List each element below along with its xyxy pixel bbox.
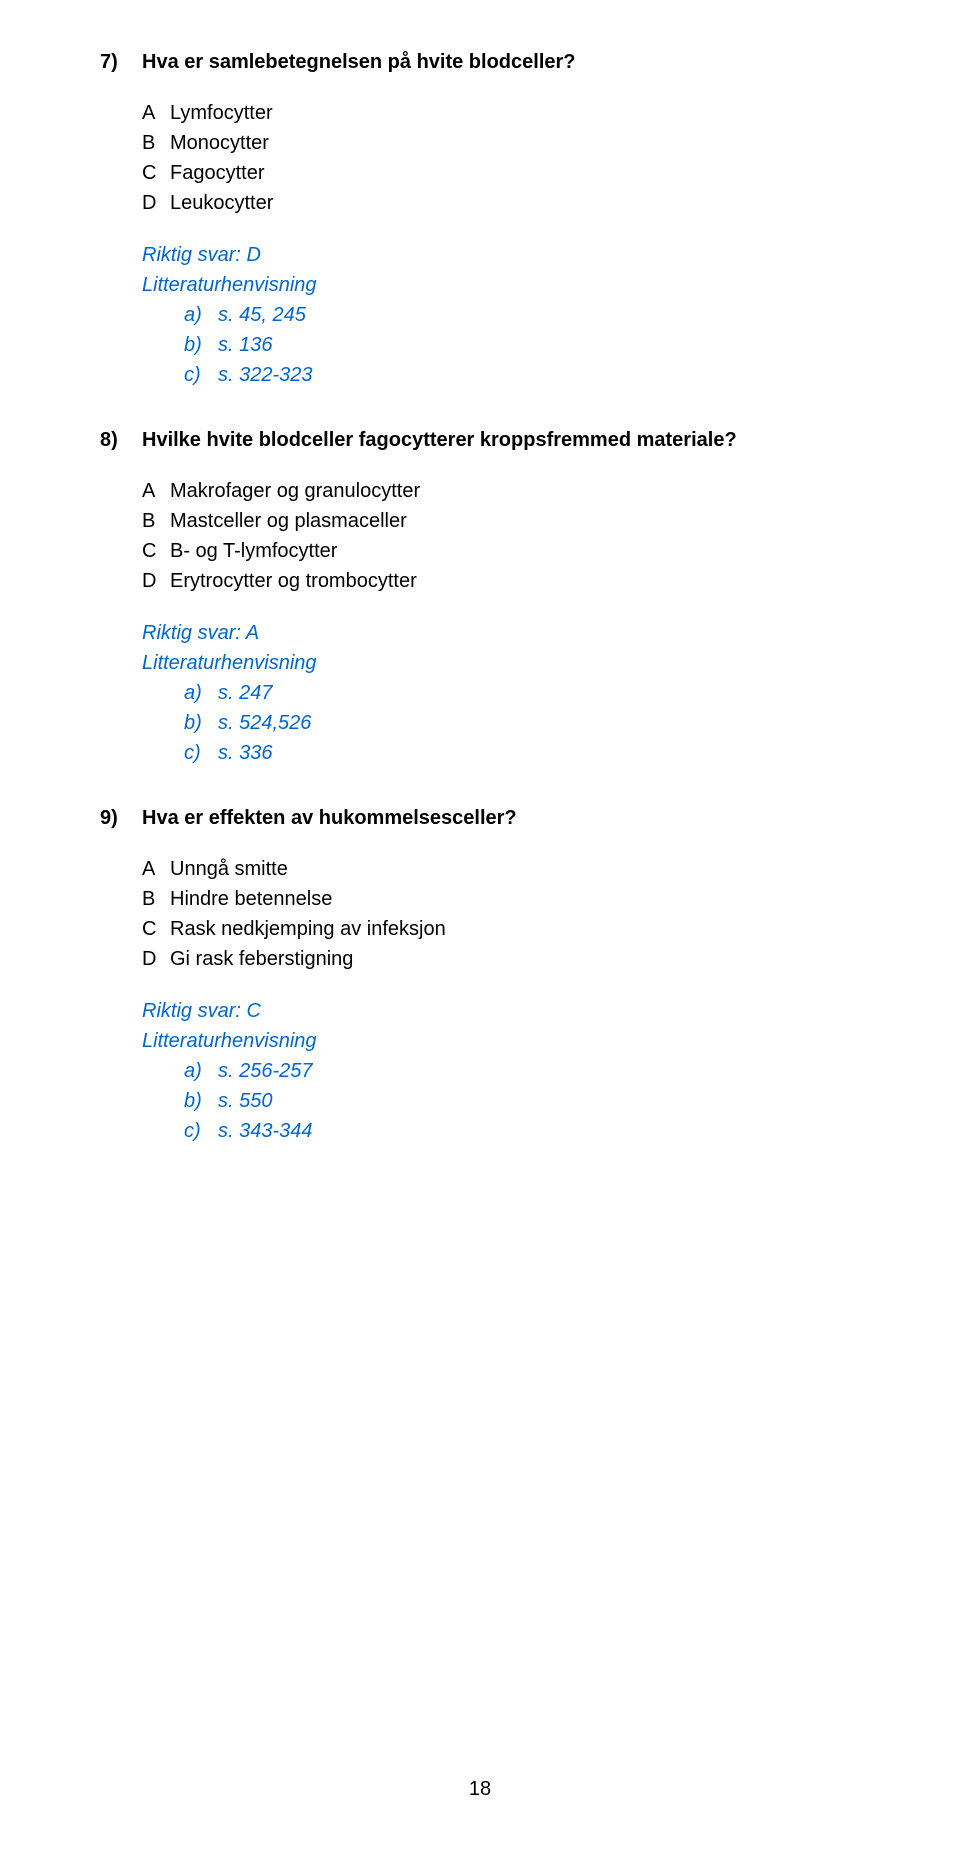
reference-item: a) s. 45, 245 [184, 300, 860, 330]
option-letter: B [142, 506, 170, 536]
option-letter: D [142, 944, 170, 974]
correct-answer: Riktig svar: C [142, 996, 860, 1026]
option: B Monocytter [142, 128, 860, 158]
reference-list: a) s. 45, 245 b) s. 136 c) s. 322-323 [184, 300, 860, 390]
option-text: Hindre betennelse [170, 884, 860, 914]
reference-letter: a) [184, 1056, 218, 1086]
reference-letter: a) [184, 678, 218, 708]
reference-text: s. 256-257 [218, 1056, 860, 1086]
option-letter: A [142, 98, 170, 128]
reference-item: c) s. 322-323 [184, 360, 860, 390]
option: B Hindre betennelse [142, 884, 860, 914]
option-letter: B [142, 884, 170, 914]
option: A Makrofager og granulocytter [142, 476, 860, 506]
reference-text: s. 550 [218, 1086, 860, 1116]
question-text: Hva er effekten av hukommelsesceller? [142, 804, 860, 832]
option-text: Erytrocytter og trombocytter [170, 566, 860, 596]
reference-item: c) s. 336 [184, 738, 860, 768]
option: B Mastceller og plasmaceller [142, 506, 860, 536]
option-text: Gi rask feberstigning [170, 944, 860, 974]
reference-item: b) s. 550 [184, 1086, 860, 1116]
reference-letter: b) [184, 1086, 218, 1116]
question-text: Hvilke hvite blodceller fagocytterer kro… [142, 426, 860, 454]
option: D Erytrocytter og trombocytter [142, 566, 860, 596]
correct-answer: Riktig svar: D [142, 240, 860, 270]
question-block: 9) Hva er effekten av hukommelsesceller?… [100, 804, 860, 1146]
reference-letter: b) [184, 330, 218, 360]
option-letter: A [142, 476, 170, 506]
option-letter: C [142, 158, 170, 188]
option-text: Fagocytter [170, 158, 860, 188]
question-number: 8) [100, 426, 142, 454]
option-text: Mastceller og plasmaceller [170, 506, 860, 536]
options-list: A Makrofager og granulocytter B Mastcell… [142, 476, 860, 596]
question-text: Hva er samlebetegnelsen på hvite blodcel… [142, 48, 860, 76]
option-text: Lymfocytter [170, 98, 860, 128]
question-block: 8) Hvilke hvite blodceller fagocytterer … [100, 426, 860, 768]
option: A Lymfocytter [142, 98, 860, 128]
option-letter: C [142, 536, 170, 566]
correct-answer: Riktig svar: A [142, 618, 860, 648]
reference-letter: c) [184, 360, 218, 390]
option-letter: A [142, 854, 170, 884]
question-number: 7) [100, 48, 142, 76]
reference-list: a) s. 256-257 b) s. 550 c) s. 343-344 [184, 1056, 860, 1146]
question-heading: 7) Hva er samlebetegnelsen på hvite blod… [100, 48, 860, 76]
reference-item: b) s. 136 [184, 330, 860, 360]
reference-label: Litteraturhenvisning [142, 1026, 860, 1056]
reference-item: a) s. 247 [184, 678, 860, 708]
page-number: 18 [0, 1778, 960, 1801]
answer-block: Riktig svar: C Litteraturhenvisning a) s… [142, 996, 860, 1146]
reference-letter: b) [184, 708, 218, 738]
reference-letter: c) [184, 1116, 218, 1146]
answer-block: Riktig svar: A Litteraturhenvisning a) s… [142, 618, 860, 768]
option-text: B- og T-lymfocytter [170, 536, 860, 566]
page: 7) Hva er samlebetegnelsen på hvite blod… [0, 0, 960, 1851]
option-text: Unngå smitte [170, 854, 860, 884]
option-text: Leukocytter [170, 188, 860, 218]
reference-item: a) s. 256-257 [184, 1056, 860, 1086]
reference-text: s. 322-323 [218, 360, 860, 390]
reference-letter: a) [184, 300, 218, 330]
option: A Unngå smitte [142, 854, 860, 884]
question-block: 7) Hva er samlebetegnelsen på hvite blod… [100, 48, 860, 390]
reference-label: Litteraturhenvisning [142, 270, 860, 300]
question-number: 9) [100, 804, 142, 832]
reference-text: s. 136 [218, 330, 860, 360]
option-letter: D [142, 188, 170, 218]
reference-text: s. 336 [218, 738, 860, 768]
option: C Fagocytter [142, 158, 860, 188]
reference-text: s. 45, 245 [218, 300, 860, 330]
options-list: A Lymfocytter B Monocytter C Fagocytter … [142, 98, 860, 218]
option-text: Monocytter [170, 128, 860, 158]
reference-item: b) s. 524,526 [184, 708, 860, 738]
option-letter: D [142, 566, 170, 596]
reference-text: s. 524,526 [218, 708, 860, 738]
reference-item: c) s. 343-344 [184, 1116, 860, 1146]
option-text: Rask nedkjemping av infeksjon [170, 914, 860, 944]
reference-label: Litteraturhenvisning [142, 648, 860, 678]
option: D Leukocytter [142, 188, 860, 218]
option-letter: B [142, 128, 170, 158]
options-list: A Unngå smitte B Hindre betennelse C Ras… [142, 854, 860, 974]
option: C Rask nedkjemping av infeksjon [142, 914, 860, 944]
reference-letter: c) [184, 738, 218, 768]
question-heading: 8) Hvilke hvite blodceller fagocytterer … [100, 426, 860, 454]
reference-text: s. 343-344 [218, 1116, 860, 1146]
question-heading: 9) Hva er effekten av hukommelsesceller? [100, 804, 860, 832]
option-text: Makrofager og granulocytter [170, 476, 860, 506]
reference-text: s. 247 [218, 678, 860, 708]
option: C B- og T-lymfocytter [142, 536, 860, 566]
option: D Gi rask feberstigning [142, 944, 860, 974]
option-letter: C [142, 914, 170, 944]
answer-block: Riktig svar: D Litteraturhenvisning a) s… [142, 240, 860, 390]
reference-list: a) s. 247 b) s. 524,526 c) s. 336 [184, 678, 860, 768]
